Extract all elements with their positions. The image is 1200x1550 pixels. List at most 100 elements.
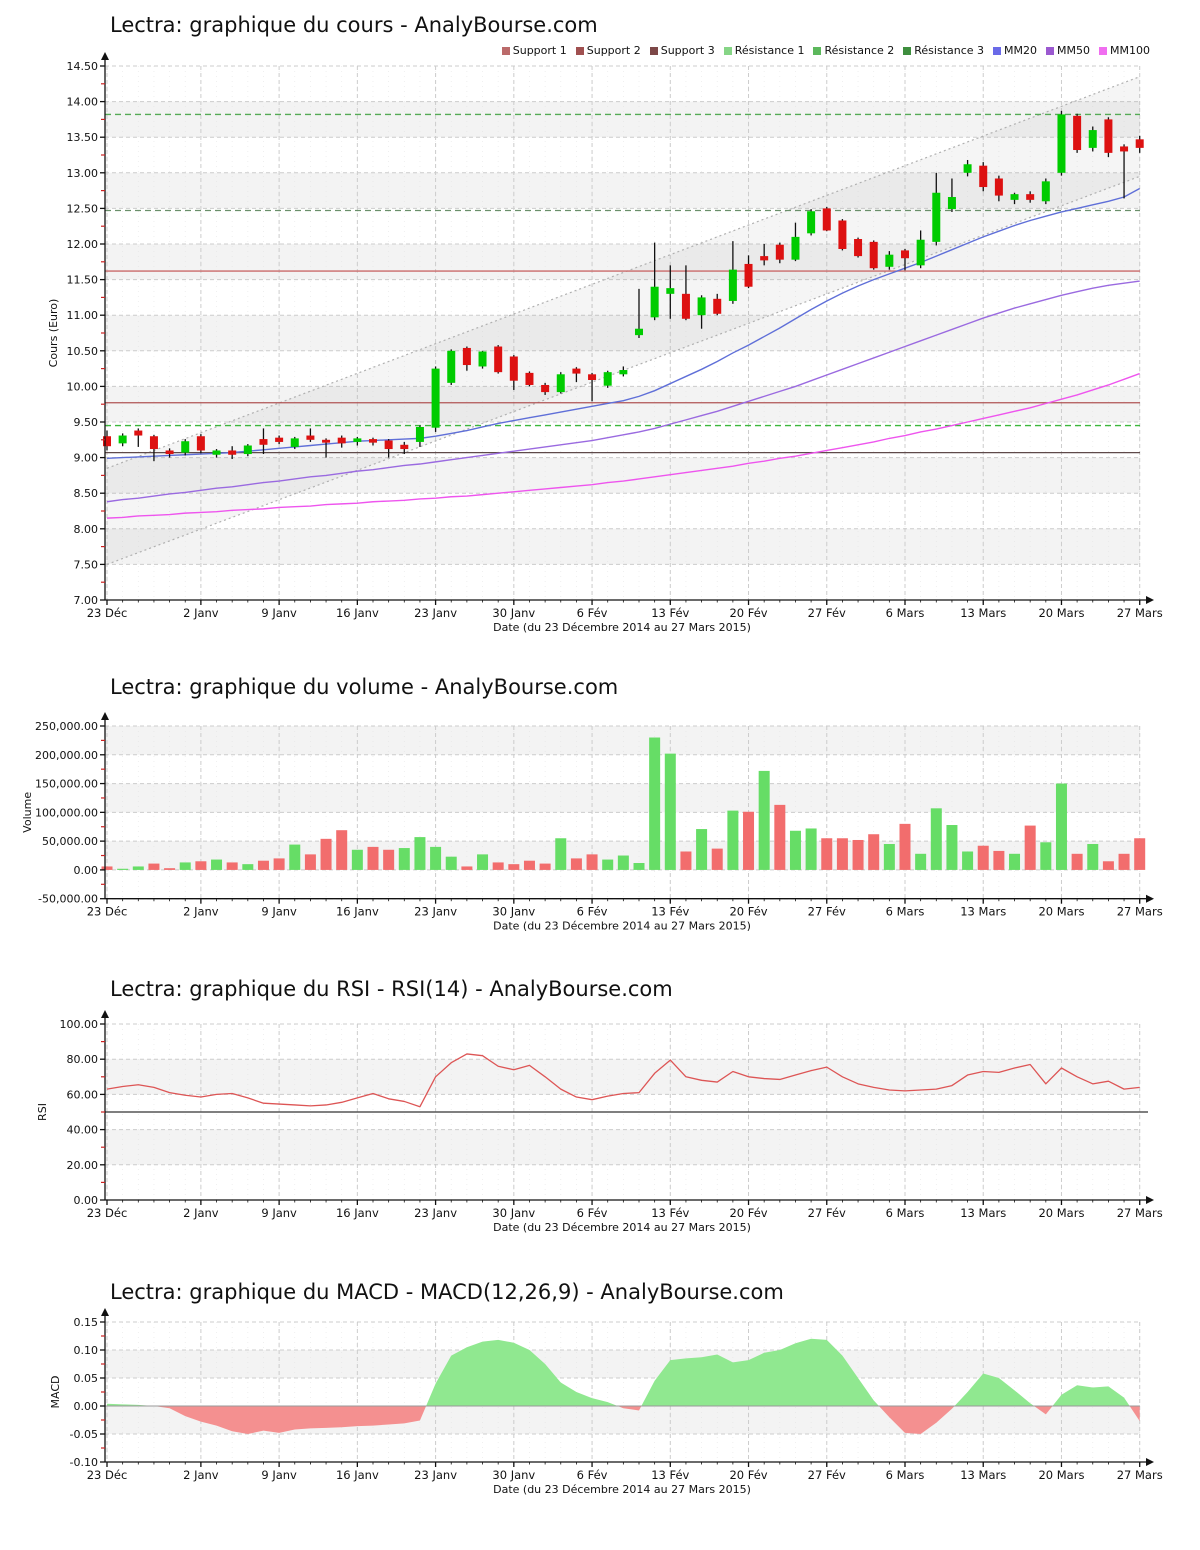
svg-text:27 Mars: 27 Mars: [1117, 1468, 1163, 1482]
rsi-line: [106, 1053, 1140, 1108]
svg-text:13 Mars: 13 Mars: [960, 1468, 1006, 1482]
legend-item-mm100: MM100: [1099, 44, 1150, 57]
svg-text:0.00: 0.00: [74, 1194, 99, 1207]
svg-text:20 Mars: 20 Mars: [1038, 606, 1084, 620]
svg-text:0.05: 0.05: [74, 1372, 99, 1385]
mm50-line: [106, 280, 1140, 503]
svg-text:-0.05: -0.05: [70, 1428, 98, 1441]
svg-text:2 Janv: 2 Janv: [183, 606, 219, 620]
svg-text:8.50: 8.50: [74, 487, 99, 500]
legend-item-mm50: MM50: [1046, 44, 1090, 57]
legend-label: Résistance 3: [914, 44, 985, 57]
svg-text:9 Janv: 9 Janv: [261, 606, 297, 620]
svg-text:14.00: 14.00: [67, 96, 99, 109]
svg-text:Date (du 23 Décembre 2014 au 2: Date (du 23 Décembre 2014 au 27 Mars 201…: [493, 621, 751, 634]
svg-text:11.50: 11.50: [67, 274, 99, 287]
svg-text:Volume: Volume: [21, 792, 34, 833]
svg-text:23 Déc: 23 Déc: [87, 1206, 128, 1220]
svg-text:MACD: MACD: [49, 1376, 62, 1409]
mm20-line: [106, 187, 1141, 460]
svg-text:23 Déc: 23 Déc: [87, 905, 128, 919]
svg-text:13 Fév: 13 Fév: [651, 606, 689, 620]
svg-text:10.00: 10.00: [67, 380, 99, 393]
mm100-line: [106, 372, 1140, 519]
svg-text:250,000.00: 250,000.00: [35, 720, 98, 733]
svg-text:27 Fév: 27 Fév: [808, 1468, 846, 1482]
svg-text:0.10: 0.10: [74, 1344, 99, 1357]
svg-text:23 Janv: 23 Janv: [414, 1206, 457, 1220]
svg-text:6 Mars: 6 Mars: [886, 905, 925, 919]
svg-text:20 Fév: 20 Fév: [729, 905, 767, 919]
svg-text:13.00: 13.00: [67, 167, 99, 180]
svg-text:Cours (Euro): Cours (Euro): [47, 299, 60, 368]
svg-text:16 Janv: 16 Janv: [336, 606, 379, 620]
legend-label: Support 2: [586, 44, 641, 57]
svg-text:27 Fév: 27 Fév: [808, 905, 846, 919]
svg-text:2 Janv: 2 Janv: [183, 1206, 219, 1220]
svg-text:7.50: 7.50: [74, 558, 99, 571]
svg-text:27 Mars: 27 Mars: [1117, 905, 1163, 919]
legend-label: Résistance 2: [824, 44, 895, 57]
legend-item-résistance-1: Résistance 1: [723, 44, 804, 57]
svg-text:-50,000.00: -50,000.00: [38, 893, 98, 906]
svg-text:80.00: 80.00: [67, 1053, 99, 1066]
svg-text:-0.10: -0.10: [70, 1456, 98, 1469]
svg-text:20 Mars: 20 Mars: [1038, 905, 1084, 919]
svg-text:20 Mars: 20 Mars: [1038, 1468, 1084, 1482]
legend-label: MM20: [1004, 44, 1038, 57]
macd-plot: -0.10 -0.05 0.00 0.05 0.10 0.15 23 Déc 2 Janv 9 …: [49, 1308, 1163, 1496]
legend-swatch-icon: [813, 46, 822, 55]
svg-text:100,000.00: 100,000.00: [35, 806, 98, 819]
svg-text:Date (du 23 Décembre 2014 au 2: Date (du 23 Décembre 2014 au 27 Mars 201…: [493, 1221, 751, 1234]
rsi-plot: 0.00 20.00 40.00 60.00 80.00 100.00 23 Déc 2 Ja…: [36, 1010, 1163, 1234]
svg-text:10.50: 10.50: [67, 345, 99, 358]
price-chart-title: Lectra: graphique du cours - AnalyBourse…: [110, 13, 598, 37]
svg-text:2 Janv: 2 Janv: [183, 1468, 219, 1482]
svg-text:50,000.00: 50,000.00: [42, 835, 98, 848]
svg-text:27 Fév: 27 Fév: [808, 606, 846, 620]
svg-text:13 Fév: 13 Fév: [651, 905, 689, 919]
svg-text:9.50: 9.50: [74, 416, 99, 429]
svg-text:13 Fév: 13 Fév: [651, 1206, 689, 1220]
svg-text:13 Mars: 13 Mars: [960, 606, 1006, 620]
svg-text:6 Fév: 6 Fév: [577, 905, 608, 919]
svg-text:6 Mars: 6 Mars: [886, 1468, 925, 1482]
legend-label: MM50: [1057, 44, 1091, 57]
svg-text:0.15: 0.15: [74, 1316, 99, 1329]
legend-item-support-3: Support 3: [649, 44, 715, 57]
legend-swatch-icon: [1046, 46, 1055, 55]
svg-text:23 Janv: 23 Janv: [414, 1468, 457, 1482]
legend-item-résistance-3: Résistance 3: [903, 44, 984, 57]
rsi-chart-title: Lectra: graphique du RSI - RSI(14) - Ana…: [110, 977, 673, 1001]
volume-plot: -50,000.00 0.00 50,000.00 100,000.00 150,000…: [21, 712, 1163, 933]
volume-chart-title: Lectra: graphique du volume - AnalyBours…: [110, 675, 619, 699]
svg-text:23 Janv: 23 Janv: [414, 606, 457, 620]
svg-text:27 Mars: 27 Mars: [1117, 1206, 1163, 1220]
svg-text:Date (du 23 Décembre 2014 au 2: Date (du 23 Décembre 2014 au 27 Mars 201…: [493, 920, 751, 933]
svg-text:150,000.00: 150,000.00: [35, 778, 98, 791]
svg-text:9 Janv: 9 Janv: [261, 905, 297, 919]
svg-text:6 Mars: 6 Mars: [886, 606, 925, 620]
svg-text:30 Janv: 30 Janv: [492, 1206, 535, 1220]
macd-chart-title: Lectra: graphique du MACD - MACD(12,26,9…: [110, 1280, 784, 1304]
svg-text:13 Mars: 13 Mars: [960, 905, 1006, 919]
svg-text:Date (du 23 Décembre 2014 au 2: Date (du 23 Décembre 2014 au 27 Mars 201…: [493, 1483, 751, 1496]
svg-text:23 Déc: 23 Déc: [87, 1468, 128, 1482]
svg-text:20 Fév: 20 Fév: [729, 1206, 767, 1220]
svg-text:11.00: 11.00: [67, 309, 99, 322]
legend-swatch-icon: [903, 46, 912, 55]
legend-swatch-icon: [723, 46, 732, 55]
legend-swatch-icon: [575, 46, 584, 55]
price-chart-legend: Support 1 Support 2 Support 3 Résistance 1 R…: [501, 44, 1150, 57]
svg-text:30 Janv: 30 Janv: [492, 606, 535, 620]
svg-text:14.50: 14.50: [67, 60, 99, 73]
svg-text:13 Fév: 13 Fév: [651, 1468, 689, 1482]
svg-text:RSI: RSI: [36, 1103, 49, 1121]
svg-text:40.00: 40.00: [67, 1124, 99, 1137]
svg-text:13 Mars: 13 Mars: [960, 1206, 1006, 1220]
svg-text:16 Janv: 16 Janv: [336, 1468, 379, 1482]
price-plot: 7.00 7.50 8.00 8.50 9.00 9.50 10.00 10.50 11.00 1…: [47, 52, 1163, 634]
legend-swatch-icon: [1099, 46, 1108, 55]
